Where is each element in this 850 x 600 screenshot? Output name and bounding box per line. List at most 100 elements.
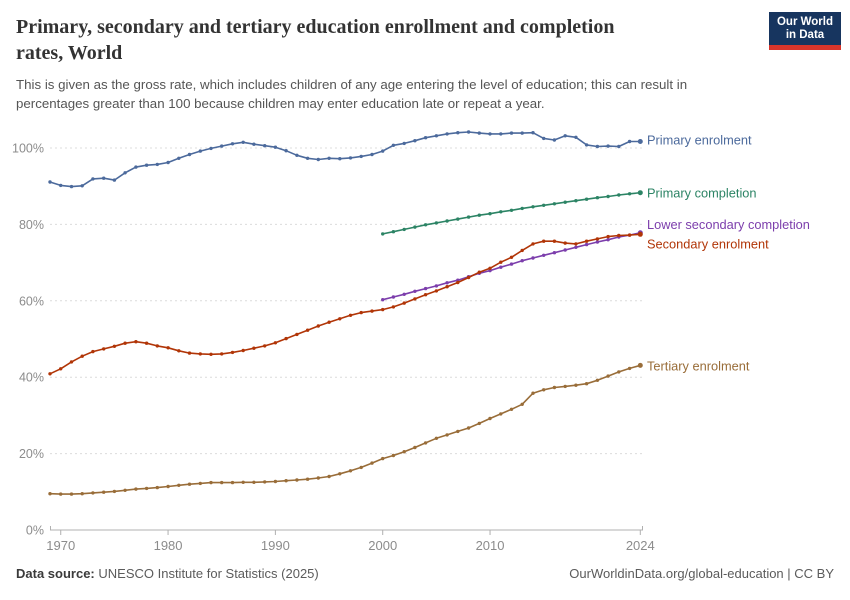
chart-subtitle-line1: This is given as the gross rate, which i… (16, 77, 688, 92)
series-point-secondary-enrolment-1995 (327, 320, 331, 324)
series-line-primary-enrolment[interactable] (49, 131, 642, 188)
x-tick-label-2010: 2010 (476, 538, 505, 553)
series-point-primary-enrolment-1987 (241, 140, 245, 144)
series-point-secondary-enrolment-1970 (59, 367, 63, 371)
series-point-tertiary-enrolment-1999 (370, 461, 374, 465)
owid-logo[interactable]: Our World in Data (769, 12, 841, 50)
series-point-secondary-enrolment-1980 (166, 346, 170, 350)
series-line-tertiary-enrolment[interactable] (49, 364, 642, 495)
series-point-tertiary-enrolment-1983 (198, 481, 202, 486)
series-point-secondary-enrolment-2016 (552, 239, 557, 243)
series-point-secondary-enrolment-1984 (209, 352, 213, 356)
series-point-tertiary-enrolment-2007 (456, 429, 460, 434)
series-point-primary-completion-2018 (574, 199, 578, 203)
page-title-line1: Primary, secondary and tertiary educatio… (16, 16, 615, 38)
series-point-secondary-enrolment-2006 (445, 285, 449, 289)
series-point-primary-completion-2012 (509, 208, 514, 212)
series-point-secondary-enrolment-1990 (273, 341, 278, 345)
series-point-secondary-enrolment-1982 (187, 351, 192, 355)
series-point-primary-completion-2005 (434, 221, 439, 225)
series-point-tertiary-enrolment-1986 (230, 480, 235, 485)
series-point-tertiary-enrolment-2013 (520, 402, 524, 406)
series-point-primary-enrolment-2018 (574, 135, 578, 139)
series-point-secondary-enrolment-1985 (220, 352, 224, 356)
series-point-tertiary-enrolment-2021 (606, 374, 610, 378)
series-point-tertiary-enrolment-1975 (112, 489, 117, 494)
y-tick-label-40: 40% (19, 371, 44, 385)
series-point-secondary-enrolment-1987 (241, 348, 245, 353)
series-point-primary-enrolment-2012 (509, 131, 514, 135)
series-point-lower-secondary-completion-2005 (434, 284, 439, 288)
series-point-lower-secondary-completion-2013 (520, 259, 524, 263)
series-line-primary-completion[interactable] (381, 191, 642, 235)
y-tick-label-60: 60% (19, 294, 44, 308)
series-point-primary-completion-2022 (617, 193, 621, 197)
series-point-secondary-enrolment-1996 (338, 317, 342, 321)
series-label-tertiary-enrolment[interactable]: Tertiary enrolment (647, 358, 750, 373)
series-point-primary-enrolment-2000 (381, 149, 385, 153)
series-point-lower-secondary-completion-2021 (606, 238, 610, 242)
series-point-primary-enrolment-2016 (552, 138, 557, 142)
series-point-lower-secondary-completion-2011 (499, 265, 503, 269)
series-point-primary-enrolment-1978 (144, 163, 149, 167)
series-point-primary-enrolment-1980 (166, 160, 170, 165)
series-point-secondary-enrolment-2021 (606, 234, 610, 239)
credit-link[interactable]: OurWorldinData.org/global-education | CC… (569, 566, 834, 581)
series-point-primary-completion-2007 (456, 217, 460, 221)
series-point-tertiary-enrolment-1974 (102, 490, 106, 494)
series-point-tertiary-enrolment-1980 (166, 484, 170, 489)
series-label-secondary-enrolment[interactable]: Secondary enrolment (647, 236, 769, 251)
series-point-tertiary-enrolment-2018 (574, 383, 578, 387)
y-tick-label-20: 20% (19, 447, 44, 461)
series-point-tertiary-enrolment-2023 (627, 366, 632, 371)
series-point-secondary-enrolment-1971 (69, 360, 74, 364)
series-point-primary-enrolment-2013 (520, 131, 524, 135)
series-point-primary-enrolment-1971 (69, 184, 74, 189)
series-point-secondary-enrolment-2003 (413, 297, 417, 301)
series-point-secondary-enrolment-1998 (359, 310, 363, 315)
chart-subtitle-line2: percentages greater than 100 because chi… (16, 96, 545, 111)
series-point-primary-completion-2015 (542, 203, 546, 207)
series-point-lower-secondary-completion-2020 (595, 240, 600, 244)
series-point-tertiary-enrolment-1984 (209, 480, 213, 485)
series-point-tertiary-enrolment-1996 (338, 472, 342, 476)
series-point-lower-secondary-completion-2001 (391, 295, 396, 299)
series-point-tertiary-enrolment-1981 (177, 483, 181, 487)
series-point-primary-enrolment-2022 (617, 144, 621, 149)
series-point-primary-completion-2009 (477, 213, 481, 217)
series-point-lower-secondary-completion-2000 (381, 298, 385, 302)
series-point-primary-enrolment-1998 (359, 154, 363, 159)
series-point-tertiary-enrolment-1988 (252, 480, 256, 484)
series-point-primary-enrolment-1989 (263, 144, 267, 148)
series-label-lower-secondary-completion[interactable]: Lower secondary completion (647, 217, 810, 232)
owid-logo-line1: Our World (776, 16, 833, 28)
series-point-secondary-enrolment-2001 (391, 305, 396, 309)
series-point-primary-enrolment-2015 (542, 136, 546, 141)
owid-logo-text: Our World in Data (769, 12, 841, 45)
series-point-tertiary-enrolment-2000 (381, 456, 385, 461)
series-point-primary-enrolment-2019 (584, 143, 589, 147)
series-point-tertiary-enrolment-1976 (123, 488, 127, 492)
series-point-primary-enrolment-1984 (209, 146, 213, 151)
series-point-tertiary-enrolment-1993 (305, 477, 310, 481)
data-source-value: UNESCO Institute for Statistics (2025) (98, 566, 319, 581)
owid-logo-line2: in Data (785, 29, 825, 41)
series-point-primary-enrolment-1983 (198, 149, 202, 153)
series-label-primary-enrolment[interactable]: Primary enrolment (647, 133, 752, 148)
series-point-secondary-enrolment-1983 (198, 352, 202, 356)
series-point-secondary-enrolment-2014 (531, 242, 535, 246)
series-point-primary-enrolment-1976 (123, 171, 127, 175)
series-line-secondary-enrolment[interactable] (49, 233, 642, 375)
series-label-primary-completion[interactable]: Primary completion (647, 186, 757, 201)
series-point-secondary-enrolment-1977 (134, 340, 138, 344)
series-line-lower-secondary-completion[interactable] (381, 232, 642, 301)
series-point-primary-enrolment-2004 (423, 136, 428, 140)
series-point-tertiary-enrolment-1985 (220, 480, 224, 485)
series-point-secondary-enrolment-1979 (155, 344, 159, 348)
series-point-primary-completion-2011 (499, 210, 503, 214)
series-point-secondary-enrolment-2009 (477, 270, 481, 274)
series-point-lower-secondary-completion-2015 (542, 253, 546, 257)
series-point-tertiary-enrolment-2006 (445, 433, 449, 437)
